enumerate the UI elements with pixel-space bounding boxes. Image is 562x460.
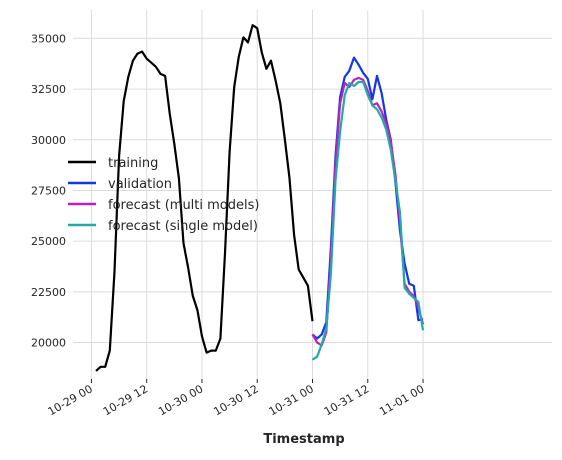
- legend-label-1: validation: [108, 177, 172, 192]
- y-tick-label: 35000: [31, 32, 66, 45]
- x-tick-label: 10-30 00: [156, 382, 205, 418]
- y-tick-label: 25000: [31, 235, 66, 248]
- legend-label-0: training: [108, 156, 158, 171]
- y-tick-label: 32500: [31, 83, 66, 96]
- legend-label-2: forecast (multi models): [108, 198, 259, 213]
- y-tick-label: 20000: [31, 337, 66, 350]
- y-tick-label: 27500: [31, 184, 66, 197]
- x-tick-label: 11-01 00: [377, 382, 426, 418]
- series-lines: [95, 24, 425, 372]
- x-axis-title: Timestamp: [263, 432, 344, 447]
- x-tick-label: 10-29 00: [46, 382, 95, 418]
- legend: training validation forecast (multi models…: [68, 156, 259, 234]
- x-tick-label: 10-30 12: [211, 382, 260, 418]
- grid-lines: [73, 10, 552, 383]
- series-line-3: [311, 80, 425, 361]
- x-tick-labels: 10-29 00 10-29 12 10-30 00 10-30 12 10-31 00…: [46, 382, 427, 418]
- legend-label-3: forecast (single model): [108, 219, 258, 234]
- y-tick-label: 22500: [31, 286, 66, 299]
- x-tick-label: 10-31 00: [267, 382, 316, 418]
- y-tick-labels: 20000 22500 25000 27500 30000 32500 35000: [31, 32, 66, 349]
- x-tick-label: 10-29 12: [101, 382, 150, 418]
- series-line-0: [95, 24, 314, 372]
- x-tick-label: 10-31 12: [322, 382, 371, 418]
- y-tick-label: 30000: [31, 134, 66, 147]
